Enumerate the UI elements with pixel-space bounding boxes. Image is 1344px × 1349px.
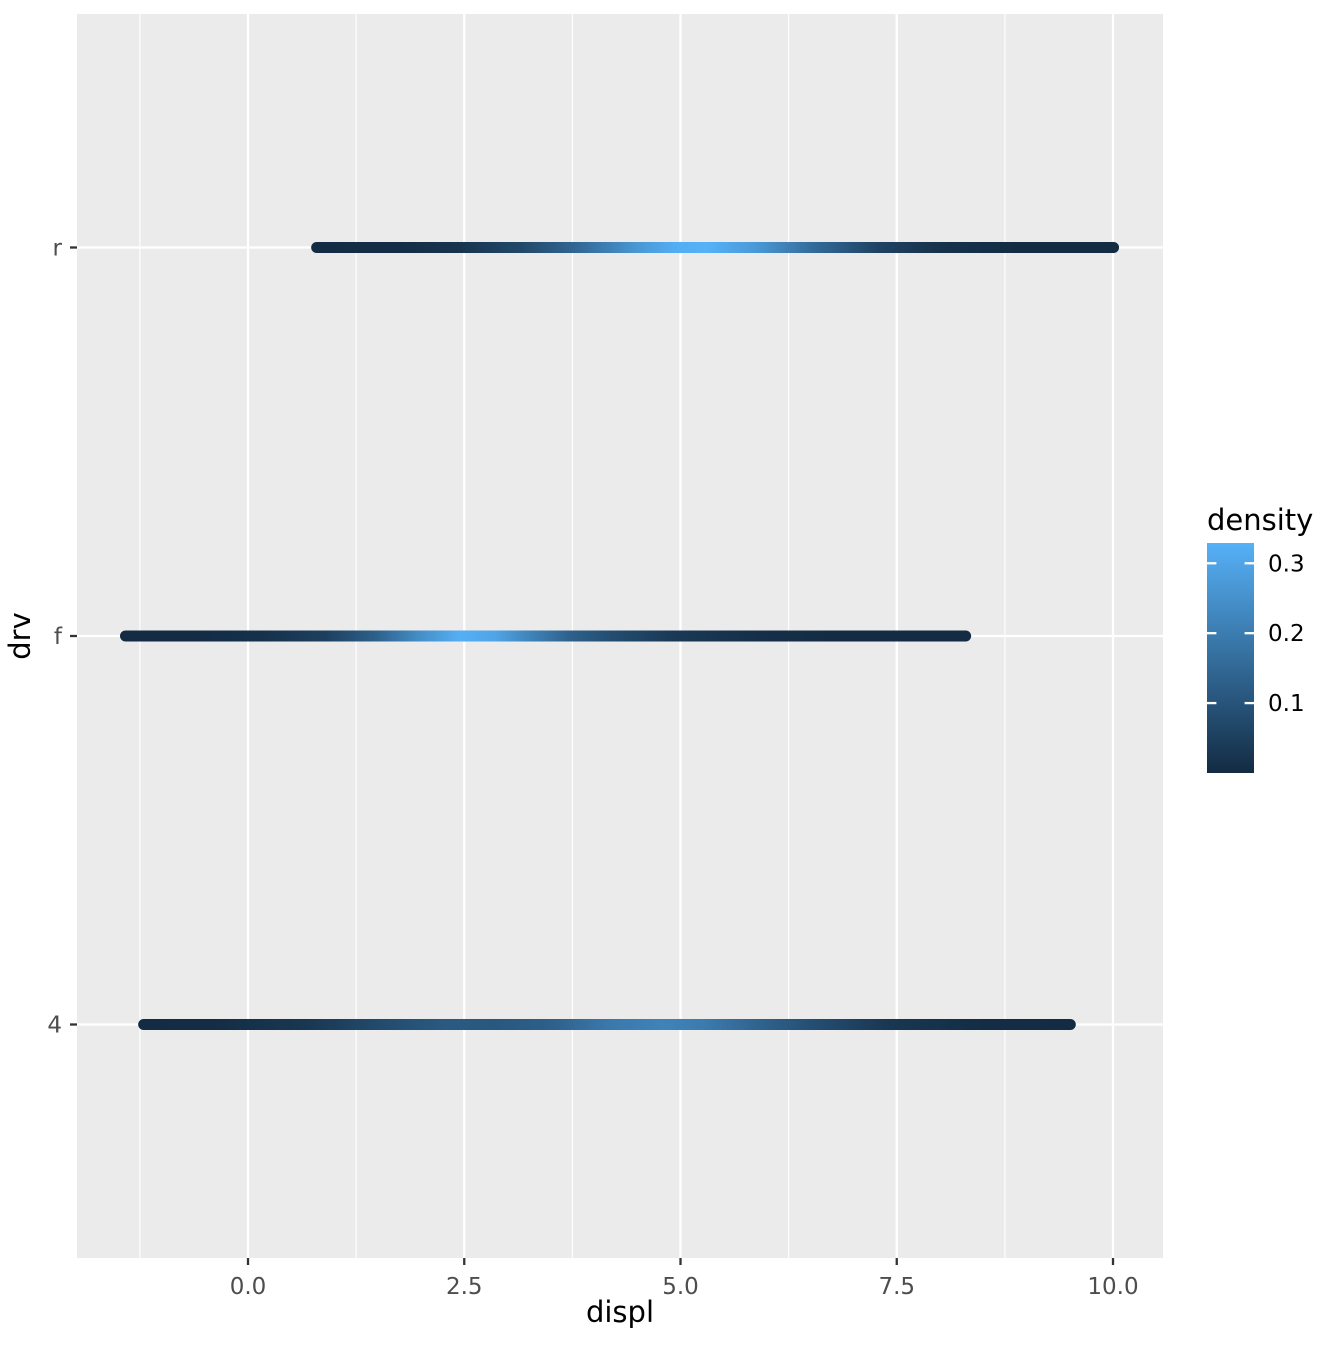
x-axis-title: displ [586, 1295, 654, 1329]
legend: density 0.1 0.2 0.3 [1207, 503, 1313, 773]
legend-colorbar [1207, 543, 1254, 773]
density-segment-4 [138, 1019, 1076, 1030]
x-tick-label: 7.5 [878, 1274, 915, 1300]
x-tick-label: 10.0 [1087, 1274, 1138, 1300]
legend-tick-label: 0.3 [1268, 551, 1305, 577]
y-axis-title: drv [3, 612, 37, 660]
density-gradient-segments [119, 242, 1120, 1030]
x-axis-tick-labels: 0.0 2.5 5.0 7.5 10.0 [230, 1274, 1139, 1300]
x-axis-tick-marks [246, 1258, 1115, 1265]
y-axis-tick-marks [70, 246, 77, 1026]
legend-title: density [1207, 503, 1313, 537]
x-tick-label: 0.0 [230, 1274, 267, 1300]
x-tick-label: 2.5 [446, 1274, 483, 1300]
density-segment-r [311, 242, 1120, 253]
density-segment-f [119, 630, 972, 642]
legend-colorbar-ticks [1207, 562, 1254, 705]
y-axis-tick-labels: 4 f r [47, 236, 63, 1039]
y-tick-label: f [54, 624, 63, 650]
legend-tick-label: 0.2 [1268, 621, 1305, 647]
y-tick-label: r [53, 236, 63, 262]
legend-tick-labels: 0.1 0.2 0.3 [1268, 551, 1305, 717]
y-tick-label: 4 [47, 1013, 62, 1039]
legend-tick-label: 0.1 [1268, 691, 1305, 717]
x-tick-label: 5.0 [662, 1274, 699, 1300]
